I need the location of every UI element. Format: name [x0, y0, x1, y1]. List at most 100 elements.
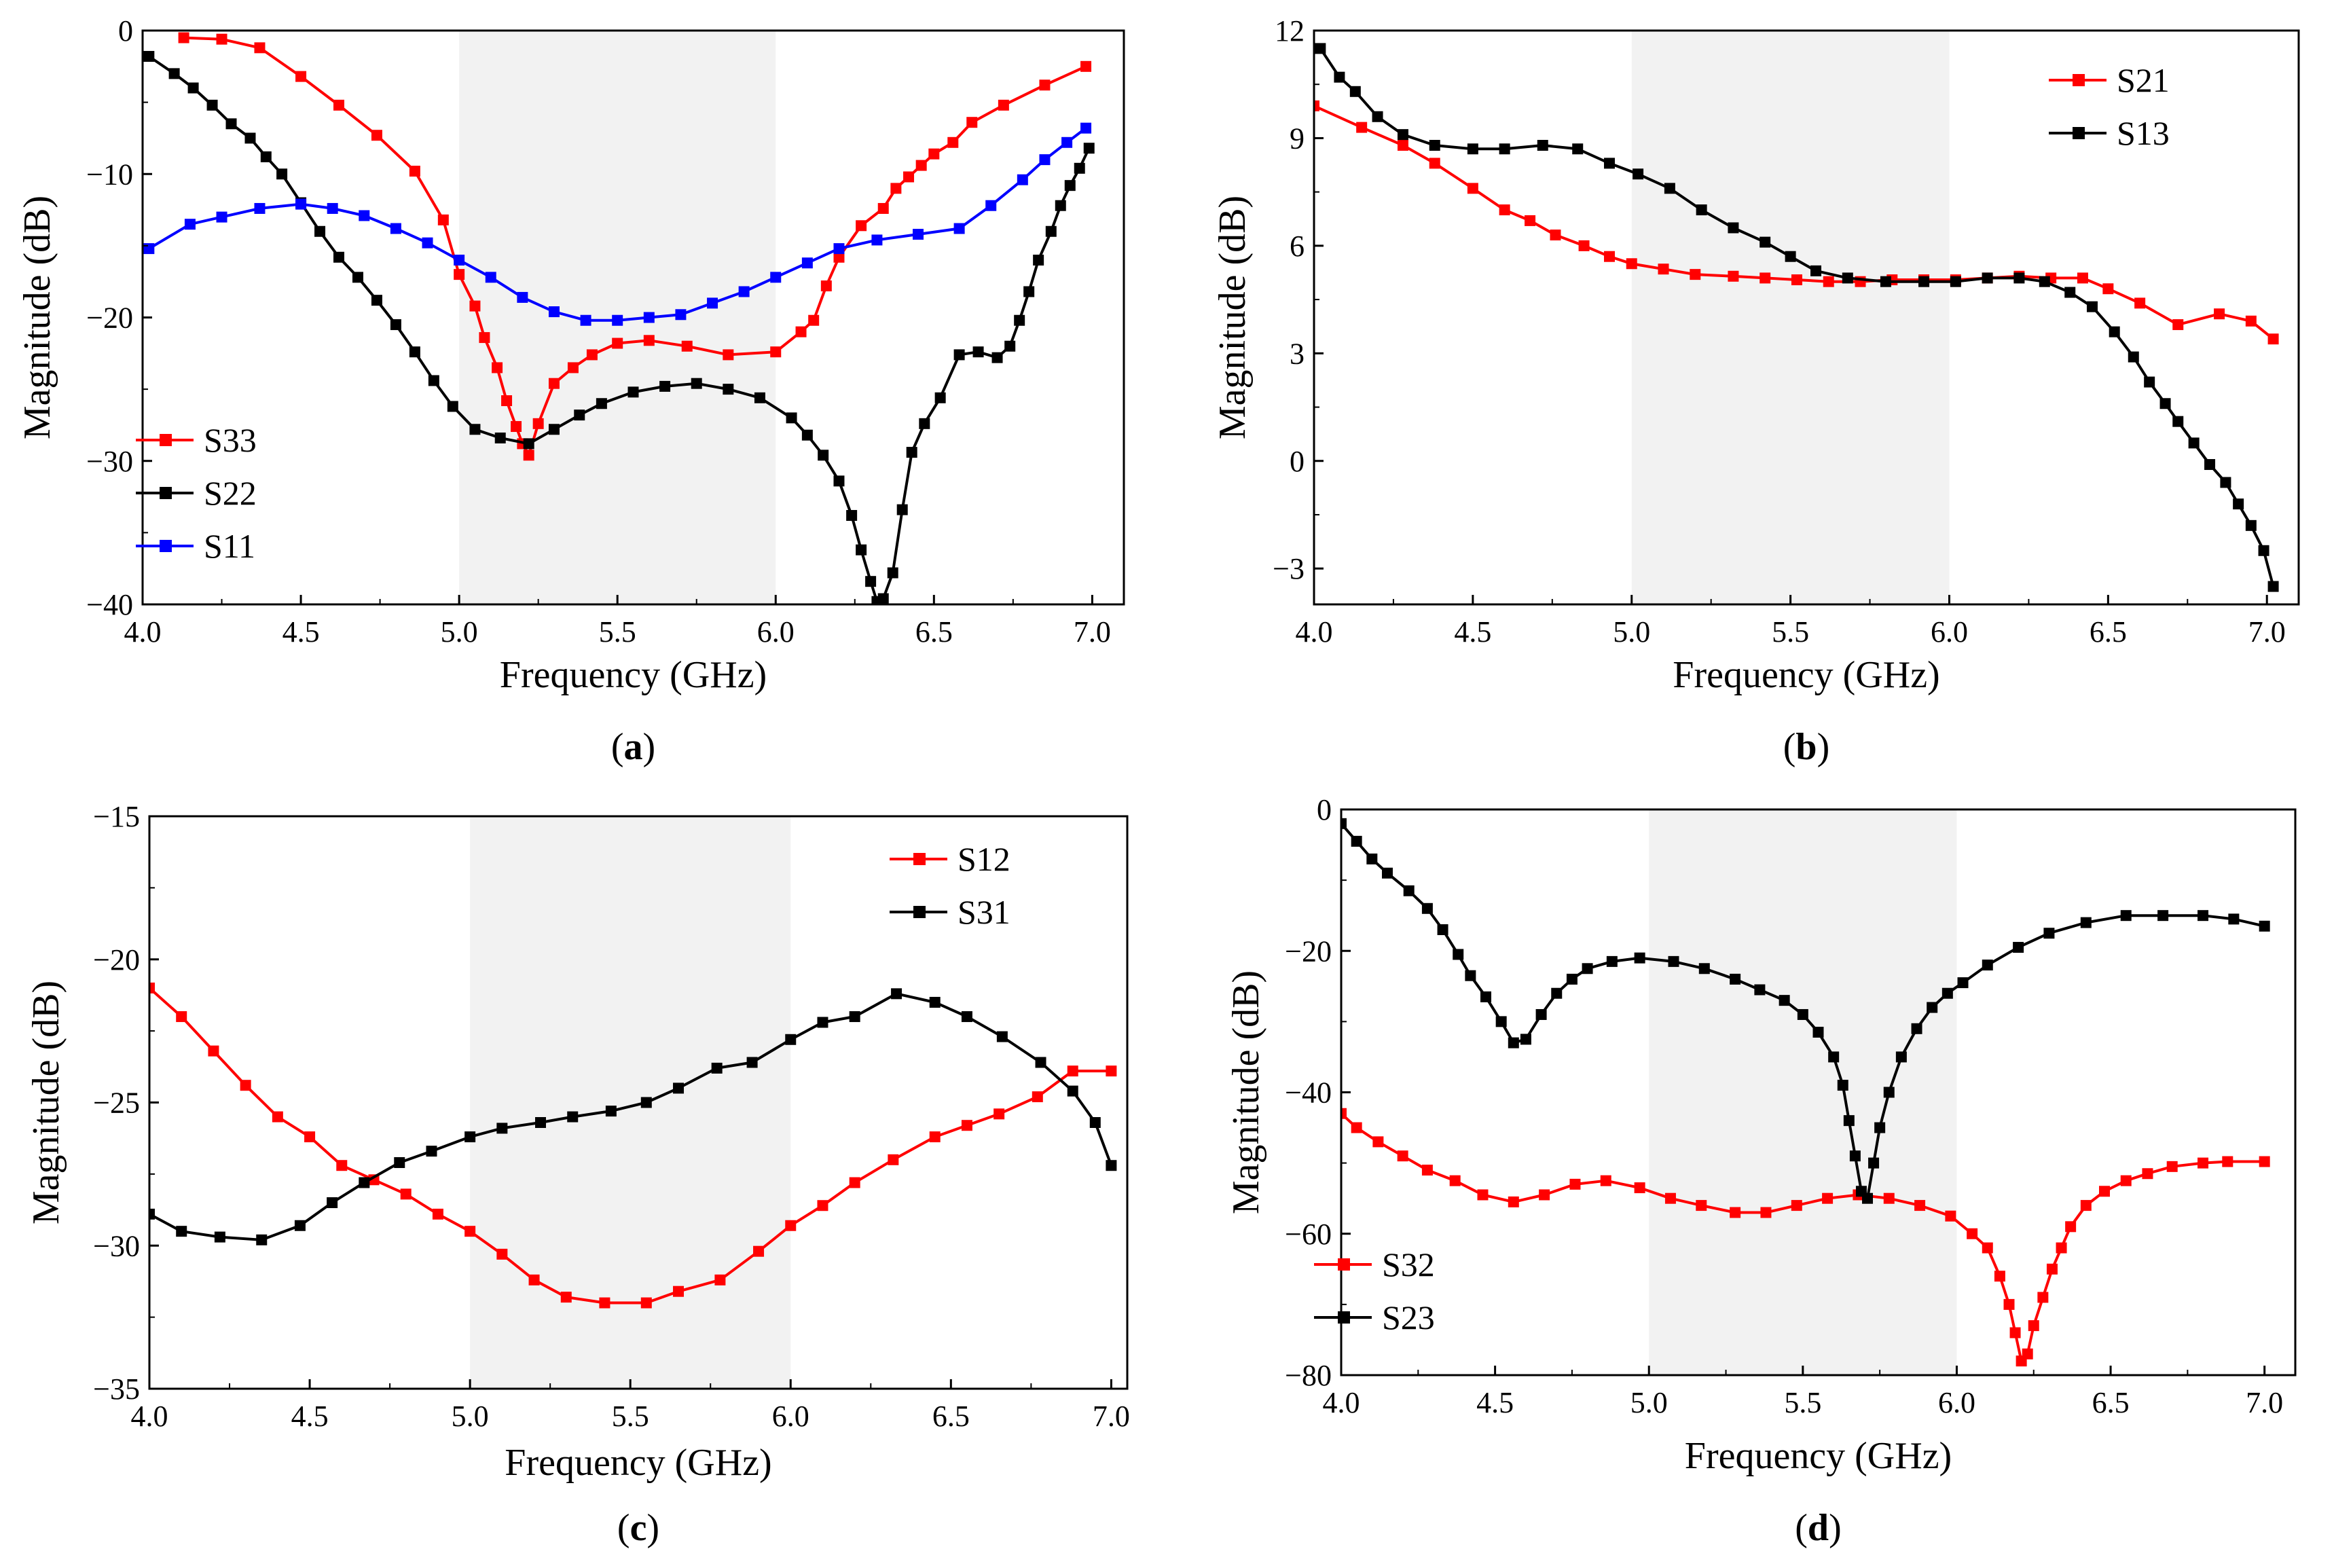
- data-point: [1572, 143, 1584, 155]
- data-point: [560, 1292, 572, 1303]
- data-point: [1083, 143, 1095, 154]
- data-point: [494, 432, 506, 443]
- data-point: [2166, 1161, 2178, 1172]
- data-point: [1914, 1200, 1926, 1211]
- y-tick-label: −20: [86, 302, 133, 335]
- data-point: [818, 450, 829, 461]
- data-point: [143, 243, 155, 255]
- y-tick-label: 0: [118, 14, 133, 48]
- data-point: [1812, 1026, 1824, 1038]
- data-point: [2228, 913, 2240, 925]
- data-point: [295, 71, 307, 82]
- data-point: [1397, 129, 1408, 141]
- data-point: [808, 314, 820, 326]
- panel-caption: (c): [617, 1507, 659, 1549]
- data-point: [2259, 1156, 2270, 1167]
- panel-b: 4.0 4.5 5.0 5.5 6.0 6.5 7.0 12 9 6 3 0 −3 Frequency (…: [1211, 14, 2300, 768]
- data-point: [1039, 154, 1051, 166]
- x-axis-title: Frequency (GHz): [1673, 654, 1939, 696]
- data-point: [1982, 960, 1993, 971]
- data-point: [1634, 952, 1645, 964]
- data-point: [1828, 1051, 1840, 1063]
- x-tick-label: 4.5: [291, 1400, 329, 1433]
- data-point: [2039, 276, 2050, 287]
- data-point: [890, 183, 902, 194]
- x-tick-label: 6.5: [2090, 615, 2127, 649]
- data-point: [2022, 1348, 2033, 1360]
- data-point: [208, 1045, 219, 1057]
- data-point: [394, 1157, 405, 1169]
- data-point: [464, 1131, 476, 1143]
- panel-d: 4.0 4.5 5.0 5.5 6.0 6.5 7.0 0 −20 −40 −60 −80 Freque…: [1225, 793, 2297, 1549]
- data-point: [447, 401, 458, 412]
- data-point: [1668, 955, 1679, 967]
- data-point: [675, 309, 687, 321]
- data-point: [535, 1117, 546, 1129]
- data-point: [1550, 230, 1561, 241]
- data-point: [548, 424, 560, 435]
- data-point: [961, 1120, 972, 1131]
- data-point: [2077, 272, 2088, 284]
- data-point: [1055, 200, 1066, 211]
- data-point: [972, 346, 984, 358]
- y-tick-label: −40: [1285, 1076, 1332, 1110]
- data-point: [786, 412, 797, 424]
- data-point: [422, 237, 433, 249]
- data-point: [849, 1011, 860, 1023]
- data-point: [304, 1131, 316, 1143]
- data-point: [454, 255, 465, 266]
- data-point: [390, 223, 401, 234]
- data-point: [1033, 255, 1044, 266]
- data-point: [206, 99, 218, 111]
- data-point: [295, 198, 307, 210]
- data-point: [801, 257, 813, 269]
- caption-close-paren: ): [1817, 726, 1830, 768]
- data-point: [865, 576, 877, 587]
- caption-open-paren: (: [1795, 1507, 1808, 1549]
- data-point: [1372, 111, 1383, 122]
- data-point: [2003, 1298, 2015, 1310]
- legend-marker: [913, 906, 926, 918]
- data-point: [1004, 340, 1016, 352]
- x-tick-label: 6.0: [772, 1400, 809, 1433]
- data-point: [176, 1226, 187, 1237]
- data-point: [820, 280, 832, 292]
- data-point: [567, 1111, 579, 1123]
- data-point: [888, 1154, 899, 1165]
- data-point: [1453, 949, 1464, 960]
- data-point: [1067, 1065, 1078, 1077]
- data-point: [1791, 1200, 1802, 1211]
- data-point: [548, 306, 560, 318]
- x-tick-label: 5.0: [1613, 615, 1650, 649]
- y-axis-title: Magnitude (dB): [1211, 196, 1254, 439]
- data-point: [244, 132, 256, 144]
- data-point: [2056, 1242, 2067, 1254]
- data-point: [2037, 1292, 2049, 1303]
- legend-marker: [1338, 1258, 1350, 1271]
- data-point: [1495, 1016, 1507, 1027]
- series-s12: [149, 982, 1117, 1309]
- data-point: [817, 1200, 828, 1211]
- panel-caption: (d): [1795, 1507, 1841, 1549]
- data-point: [1341, 818, 1347, 829]
- data-point: [1508, 1196, 1519, 1207]
- data-point: [1578, 240, 1590, 251]
- x-tick-label: 5.5: [599, 615, 636, 649]
- data-point: [1760, 1207, 1772, 1218]
- data-point: [2245, 519, 2257, 531]
- data-point: [409, 166, 420, 177]
- data-point: [1437, 924, 1448, 936]
- caption-letter: a: [624, 726, 643, 768]
- data-point: [643, 312, 655, 323]
- data-point: [1537, 140, 1548, 151]
- x-tick-label: 4.5: [282, 615, 320, 649]
- y-tick-label: −25: [93, 1087, 140, 1120]
- x-tick-label: 6.0: [1938, 1386, 1975, 1419]
- data-point: [149, 1208, 155, 1220]
- x-tick-label: 7.0: [2246, 1386, 2283, 1419]
- data-point: [1525, 215, 1536, 226]
- series-s31: [149, 988, 1117, 1245]
- data-point: [1403, 885, 1415, 896]
